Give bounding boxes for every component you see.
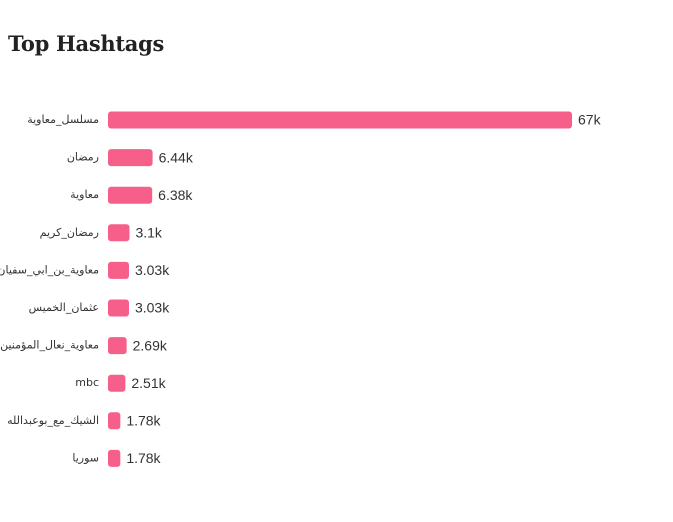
- bar: [108, 337, 127, 355]
- category-label: مسلسل_معاوية: [27, 113, 99, 126]
- value-label: 67k: [578, 112, 602, 128]
- bar: [108, 449, 121, 467]
- value-label: 3.03k: [135, 262, 170, 278]
- category-label: معاوية_نعال_المؤمنين: [0, 339, 99, 352]
- category-label: رمضان: [67, 151, 99, 164]
- bar: [108, 261, 129, 279]
- bar: [108, 299, 129, 317]
- value-label: 6.44k: [159, 149, 194, 165]
- value-label: 1.78k: [126, 413, 161, 429]
- category-label: سوريا: [72, 451, 99, 464]
- value-label: 3.1k: [135, 225, 162, 241]
- value-label: 6.38k: [158, 187, 193, 203]
- bar: [108, 412, 121, 430]
- bar: [108, 374, 126, 392]
- value-label: 3.03k: [135, 300, 170, 316]
- value-label: 1.78k: [126, 450, 161, 466]
- value-label: 2.69k: [133, 337, 168, 353]
- category-label: عثمان_الخميس: [29, 301, 99, 314]
- category-label: الشيك_مع_بوعبدالله: [7, 414, 99, 427]
- category-label: معاوية_بن_ابي_سفيان: [0, 263, 99, 276]
- category-label: mbc: [75, 376, 99, 389]
- category-label: معاوية: [70, 188, 99, 201]
- bar: [108, 149, 153, 167]
- chart-title: Top Hashtags: [8, 31, 164, 56]
- bar: [108, 111, 572, 129]
- value-label: 2.51k: [131, 375, 166, 391]
- bar: [108, 186, 153, 204]
- bar: [108, 224, 130, 242]
- category-label: رمضان_كريم: [40, 226, 99, 239]
